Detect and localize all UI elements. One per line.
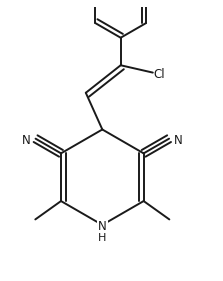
Text: Cl: Cl <box>154 68 165 81</box>
Text: N: N <box>98 220 107 233</box>
Text: H: H <box>98 233 107 243</box>
Text: N: N <box>174 134 182 147</box>
Text: N: N <box>22 134 31 147</box>
